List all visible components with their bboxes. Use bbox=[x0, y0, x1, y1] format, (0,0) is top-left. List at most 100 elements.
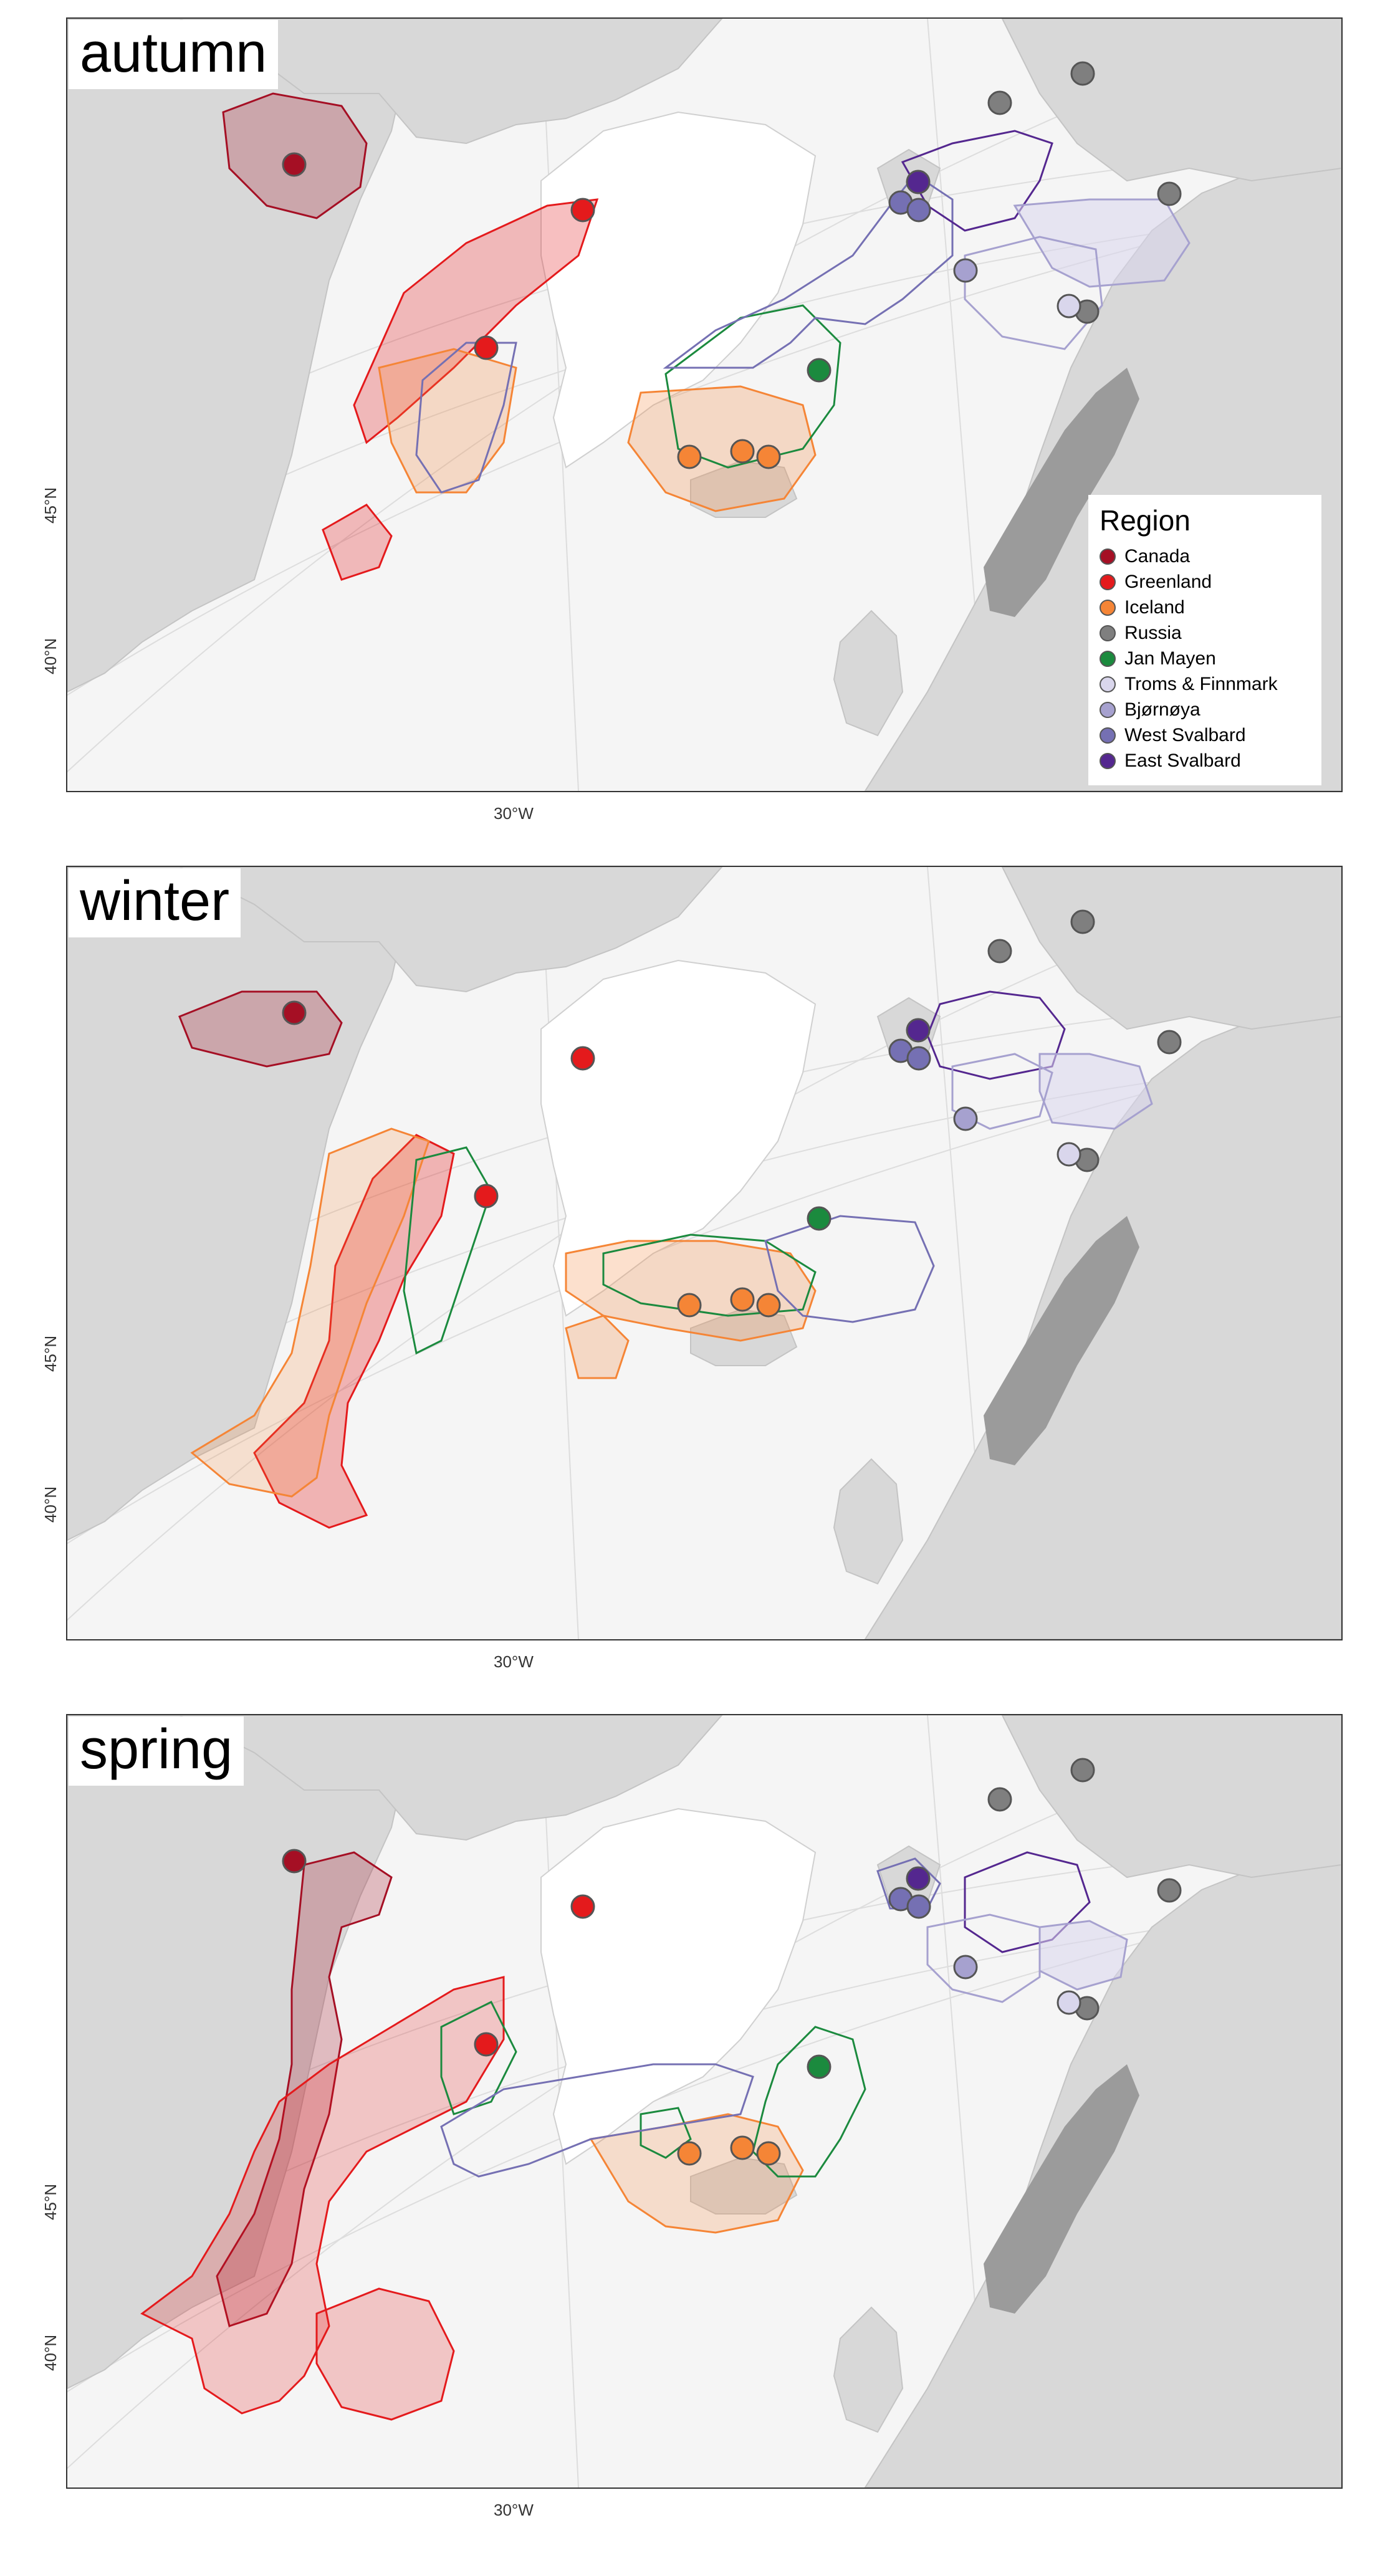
legend-swatch bbox=[1100, 752, 1116, 769]
range-west-svalbard bbox=[440, 2063, 754, 2178]
colony-canada bbox=[282, 152, 307, 177]
legend-item-troms-finnmark: Troms & Finnmark bbox=[1100, 671, 1310, 697]
colony-russia-3 bbox=[1157, 181, 1182, 206]
colony-canada bbox=[282, 1000, 307, 1025]
colony-iceland-1 bbox=[677, 1293, 702, 1318]
colony-russia-2 bbox=[1070, 909, 1095, 934]
colony-west-svalbard-2 bbox=[906, 1046, 931, 1071]
greenland-ice bbox=[540, 111, 817, 469]
range-greenland bbox=[253, 1134, 455, 1529]
legend-swatch bbox=[1100, 573, 1116, 590]
season-label: spring bbox=[69, 1717, 244, 1786]
range-west-svalbard bbox=[663, 173, 954, 369]
range-east-svalbard bbox=[901, 130, 1053, 232]
range-west-svalbard bbox=[764, 1215, 935, 1323]
colony-russia-2 bbox=[1070, 61, 1095, 86]
greenland-ice bbox=[540, 959, 817, 1317]
map-autumn bbox=[67, 19, 1341, 791]
range-east-svalbard bbox=[964, 1851, 1091, 1953]
legend-item-greenland: Greenland bbox=[1100, 569, 1310, 595]
legend-label: Greenland bbox=[1124, 571, 1212, 592]
russia-land bbox=[1001, 19, 1341, 182]
range-jan-mayen bbox=[602, 1233, 817, 1317]
legend-item-iceland: Iceland bbox=[1100, 595, 1310, 620]
range-iceland-small bbox=[640, 2107, 692, 2159]
lon-label: 30°W bbox=[494, 1652, 534, 1671]
legend-item-west-svalbard: West Svalbard bbox=[1100, 722, 1310, 748]
map-winter bbox=[67, 867, 1341, 1639]
colony-greenland-ne bbox=[570, 198, 595, 223]
colony-greenland-w bbox=[474, 1184, 499, 1209]
legend-item-bjornoya: Bjørnøya bbox=[1100, 697, 1310, 722]
colony-russia-3 bbox=[1157, 1030, 1182, 1055]
colony-east-svalbard bbox=[906, 1018, 931, 1043]
british-isles-land bbox=[833, 610, 904, 737]
legend-label: Bjørnøya bbox=[1124, 699, 1200, 720]
colony-jan-mayen bbox=[807, 358, 831, 383]
russia-land bbox=[1001, 1715, 1341, 1879]
lon-label: 30°W bbox=[494, 2501, 534, 2519]
legend-title: Region bbox=[1100, 504, 1191, 537]
legend-item-east-svalbard: East Svalbard bbox=[1100, 748, 1310, 773]
colonies-winter bbox=[282, 909, 1182, 1318]
legend: Region Canada Greenland Iceland Russia J… bbox=[1088, 495, 1321, 785]
lat-label-45: 45°N bbox=[41, 1335, 60, 1372]
colony-iceland-2 bbox=[730, 1287, 755, 1312]
range-greenland-south bbox=[322, 504, 393, 581]
russia-land bbox=[1001, 867, 1341, 1030]
map-spring bbox=[67, 1715, 1341, 2487]
colony-greenland-ne bbox=[570, 1894, 595, 1919]
panel-winter: winter bbox=[66, 866, 1343, 1640]
legend-swatch bbox=[1100, 599, 1116, 616]
colony-east-svalbard bbox=[906, 1866, 931, 1891]
range-bjornoya bbox=[926, 1913, 1041, 2003]
colony-russia-1 bbox=[987, 1787, 1012, 1812]
lat-label-40: 40°N bbox=[41, 2334, 60, 2371]
range-troms-finnmark bbox=[1038, 1053, 1153, 1130]
norway-dark bbox=[984, 1216, 1139, 1465]
range-west-svalbard-ne bbox=[876, 1857, 941, 1910]
legend-label: Troms & Finnmark bbox=[1124, 673, 1278, 694]
colony-troms-finnmark bbox=[1057, 294, 1081, 318]
colony-iceland-2 bbox=[730, 439, 755, 464]
legend-item-canada: Canada bbox=[1100, 543, 1310, 569]
colony-greenland-ne bbox=[570, 1046, 595, 1071]
greenland-ice bbox=[540, 1808, 817, 2165]
dark-land bbox=[984, 1216, 1139, 1465]
range-west-greenland bbox=[415, 342, 517, 494]
dark-land bbox=[984, 2064, 1139, 2314]
range-iceland-sw bbox=[565, 1314, 630, 1379]
colonies-autumn bbox=[282, 61, 1182, 469]
canadian-arctic-land bbox=[179, 19, 723, 145]
legend-swatch bbox=[1100, 625, 1116, 641]
lon-label: 30°W bbox=[494, 804, 534, 823]
season-label: winter bbox=[69, 868, 241, 937]
british-isles-land bbox=[833, 2306, 904, 2433]
panel-spring: spring bbox=[66, 1714, 1343, 2489]
north-america-land bbox=[67, 1715, 418, 2390]
canadian-arctic-land bbox=[179, 867, 723, 993]
legend-label: West Svalbard bbox=[1124, 724, 1246, 745]
legend-label: Russia bbox=[1124, 622, 1182, 643]
colonies-spring bbox=[282, 1758, 1182, 2166]
ranges-winter bbox=[178, 990, 1153, 1529]
colony-russia-1 bbox=[987, 90, 1012, 115]
colony-iceland-3 bbox=[756, 1293, 781, 1318]
range-greenland-sw bbox=[315, 2287, 455, 2421]
legend-swatch bbox=[1100, 676, 1116, 692]
range-greenland bbox=[353, 198, 599, 444]
colony-troms-finnmark bbox=[1057, 1142, 1081, 1167]
lat-label-45: 45°N bbox=[41, 2183, 60, 2220]
colony-bjornoya bbox=[953, 1106, 978, 1131]
range-iceland bbox=[589, 2113, 804, 2234]
colony-greenland-w bbox=[474, 2032, 499, 2057]
colony-west-svalbard-2 bbox=[906, 1894, 931, 1919]
colony-jan-mayen bbox=[807, 2054, 831, 2079]
colony-iceland-1 bbox=[677, 444, 702, 469]
legend-swatch bbox=[1100, 701, 1116, 718]
season-label: autumn bbox=[69, 20, 279, 89]
canadian-arctic-land bbox=[179, 1715, 723, 1841]
colony-iceland-3 bbox=[756, 2141, 781, 2166]
range-canada bbox=[216, 1851, 393, 2327]
norway-dark bbox=[984, 368, 1139, 617]
